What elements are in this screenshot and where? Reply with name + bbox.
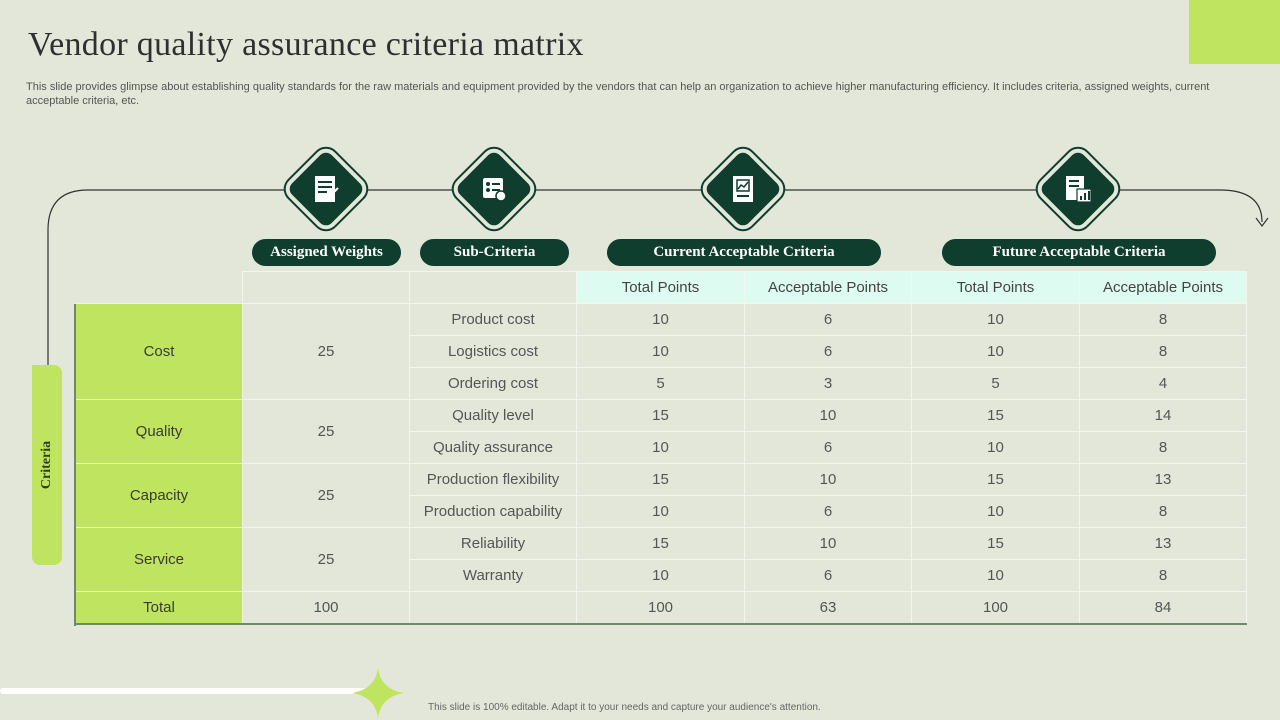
footer-note: This slide is 100% editable. Adapt it to… [428, 702, 821, 713]
table-row: Quality assurance 10 6 10 8 [76, 431, 1247, 464]
value-cell: 14 [1079, 399, 1247, 432]
weight-cell: 25 [242, 527, 410, 592]
value-cell: 15 [911, 527, 1080, 560]
blank-cell [242, 271, 410, 304]
table-row: Logistics cost 10 6 10 8 [76, 335, 1247, 368]
value-cell: 10 [744, 399, 912, 432]
checklist-icon [466, 161, 522, 217]
total-value-cell: 63 [744, 591, 912, 625]
value-cell: 10 [911, 495, 1080, 528]
sub-criteria-cell: Quality level [409, 399, 577, 432]
sub-criteria-cell: Reliability [409, 527, 577, 560]
blank-cell [409, 271, 577, 304]
report-chart-icon [715, 161, 771, 217]
value-cell: 8 [1079, 431, 1247, 464]
criteria-side-tab: Criteria [32, 365, 62, 565]
page-description: This slide provides glimpse about establ… [26, 81, 1210, 107]
value-cell: 10 [576, 335, 745, 368]
value-cell: 8 [1079, 335, 1247, 368]
value-cell: 6 [744, 495, 912, 528]
value-cell: 8 [1079, 495, 1247, 528]
total-label-cell: Total [75, 591, 243, 625]
sub-criteria-cell: Production flexibility [409, 463, 577, 496]
blank-cell [76, 272, 243, 304]
criterion-cell: Capacity [75, 463, 243, 528]
value-cell: 15 [911, 399, 1080, 432]
future-acceptable-points-header: Acceptable Points [1079, 271, 1247, 304]
sparkle-icon [352, 667, 404, 719]
table-header-row: Total Points Acceptable Points Total Poi… [76, 271, 1247, 304]
page-title: Vendor quality assurance criteria matrix [28, 26, 584, 63]
value-cell: 10 [576, 495, 745, 528]
value-cell: 13 [1079, 463, 1247, 496]
criteria-matrix-table: Total Points Acceptable Points Total Poi… [75, 271, 1247, 625]
future-criteria-header: Future Acceptable Criteria [942, 239, 1216, 266]
analysis-report-icon [1050, 161, 1106, 217]
decorative-line [0, 688, 378, 694]
value-cell: 8 [1079, 559, 1247, 592]
weight-cell: 25 [242, 463, 410, 528]
total-row: Total 100 100 63 100 84 [75, 591, 1247, 625]
weight-cell: 25 [242, 303, 410, 400]
total-value-cell: 100 [576, 591, 745, 625]
value-cell: 3 [744, 367, 912, 400]
current-acceptable-points-header: Acceptable Points [744, 271, 912, 304]
value-cell: 10 [911, 335, 1080, 368]
table-left-rule [74, 304, 76, 626]
future-total-points-header: Total Points [911, 271, 1080, 304]
value-cell: 6 [744, 335, 912, 368]
value-cell: 6 [744, 303, 912, 336]
sub-criteria-cell: Quality assurance [409, 431, 577, 464]
corner-accent [1189, 0, 1280, 64]
value-cell: 10 [911, 431, 1080, 464]
value-cell: 5 [576, 367, 745, 400]
value-cell: 5 [911, 367, 1080, 400]
total-weight-cell: 100 [242, 591, 410, 625]
sub-criteria-cell: Ordering cost [409, 367, 577, 400]
table-row: Production capability 10 6 10 8 [76, 495, 1247, 528]
value-cell: 10 [911, 303, 1080, 336]
table-row: Warranty 10 6 10 8 [76, 559, 1247, 592]
total-value-cell: 100 [911, 591, 1080, 625]
value-cell: 8 [1079, 303, 1247, 336]
value-cell: 15 [576, 527, 745, 560]
total-sub-cell [409, 591, 577, 625]
table-row: Cost 25 Product cost 10 6 10 8 [75, 303, 1247, 400]
value-cell: 6 [744, 431, 912, 464]
current-criteria-header: Current Acceptable Criteria [607, 239, 881, 266]
table-row: Service 25 Reliability 15 10 15 13 [75, 527, 1247, 592]
value-cell: 15 [911, 463, 1080, 496]
sub-criteria-cell: Logistics cost [409, 335, 577, 368]
criterion-cell: Quality [75, 399, 243, 464]
table-row: Quality 25 Quality level 15 10 15 14 [75, 399, 1247, 464]
criteria-label: Criteria [39, 440, 54, 490]
total-value-cell: 84 [1079, 591, 1247, 625]
value-cell: 15 [576, 463, 745, 496]
value-cell: 6 [744, 559, 912, 592]
sub-criteria-header: Sub-Criteria [420, 239, 569, 266]
value-cell: 13 [1079, 527, 1247, 560]
value-cell: 10 [911, 559, 1080, 592]
value-cell: 10 [744, 527, 912, 560]
criterion-cell: Service [75, 527, 243, 592]
assigned-weights-header: Assigned Weights [252, 239, 401, 266]
value-cell: 10 [576, 431, 745, 464]
value-cell: 15 [576, 399, 745, 432]
weight-cell: 25 [242, 399, 410, 464]
value-cell: 10 [576, 303, 745, 336]
sub-criteria-cell: Warranty [409, 559, 577, 592]
current-total-points-header: Total Points [576, 271, 745, 304]
weights-document-icon [298, 161, 354, 217]
sub-criteria-cell: Production capability [409, 495, 577, 528]
value-cell: 10 [576, 559, 745, 592]
value-cell: 4 [1079, 367, 1247, 400]
criterion-cell: Cost [75, 303, 243, 400]
sub-criteria-cell: Product cost [409, 303, 577, 336]
value-cell: 10 [744, 463, 912, 496]
table-row: Capacity 25 Production flexibility 15 10… [75, 463, 1247, 528]
table-row: Ordering cost 5 3 5 4 [76, 367, 1247, 400]
